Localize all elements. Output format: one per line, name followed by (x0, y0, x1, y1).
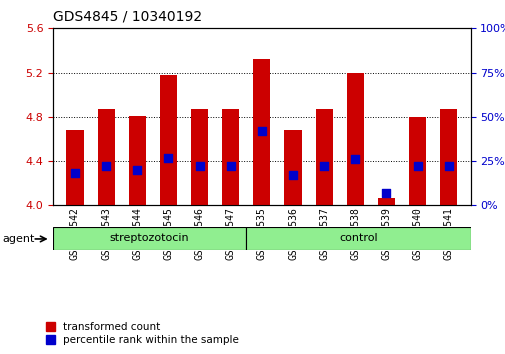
Bar (246, 227, 470, 250)
Bar (222, 109, 239, 205)
Point (195, 164, 203, 169)
Point (258, 128, 266, 134)
Text: agent: agent (3, 234, 35, 244)
Bar (377, 198, 394, 205)
Legend: transformed count, percentile rank within the sample: transformed count, percentile rank withi… (45, 322, 239, 345)
Bar (346, 73, 363, 205)
Point (382, 190, 390, 196)
Bar (315, 109, 332, 205)
Text: control: control (338, 233, 377, 243)
Point (444, 164, 452, 169)
Point (350, 156, 359, 162)
Point (288, 172, 296, 178)
Point (164, 155, 172, 160)
Text: GDS4845 / 10340192: GDS4845 / 10340192 (53, 9, 202, 23)
Bar (253, 59, 270, 205)
Bar (53, 227, 246, 250)
Bar (439, 109, 457, 205)
Bar (128, 116, 145, 205)
Point (71, 171, 79, 176)
Bar (284, 130, 301, 205)
Text: streptozotocin: streptozotocin (110, 233, 189, 243)
Point (413, 164, 421, 169)
Point (102, 164, 110, 169)
Point (226, 164, 234, 169)
Bar (408, 117, 425, 205)
Point (320, 164, 328, 169)
Bar (66, 130, 83, 205)
Bar (97, 109, 115, 205)
Bar (160, 75, 177, 205)
Point (133, 167, 141, 173)
Bar (190, 109, 208, 205)
